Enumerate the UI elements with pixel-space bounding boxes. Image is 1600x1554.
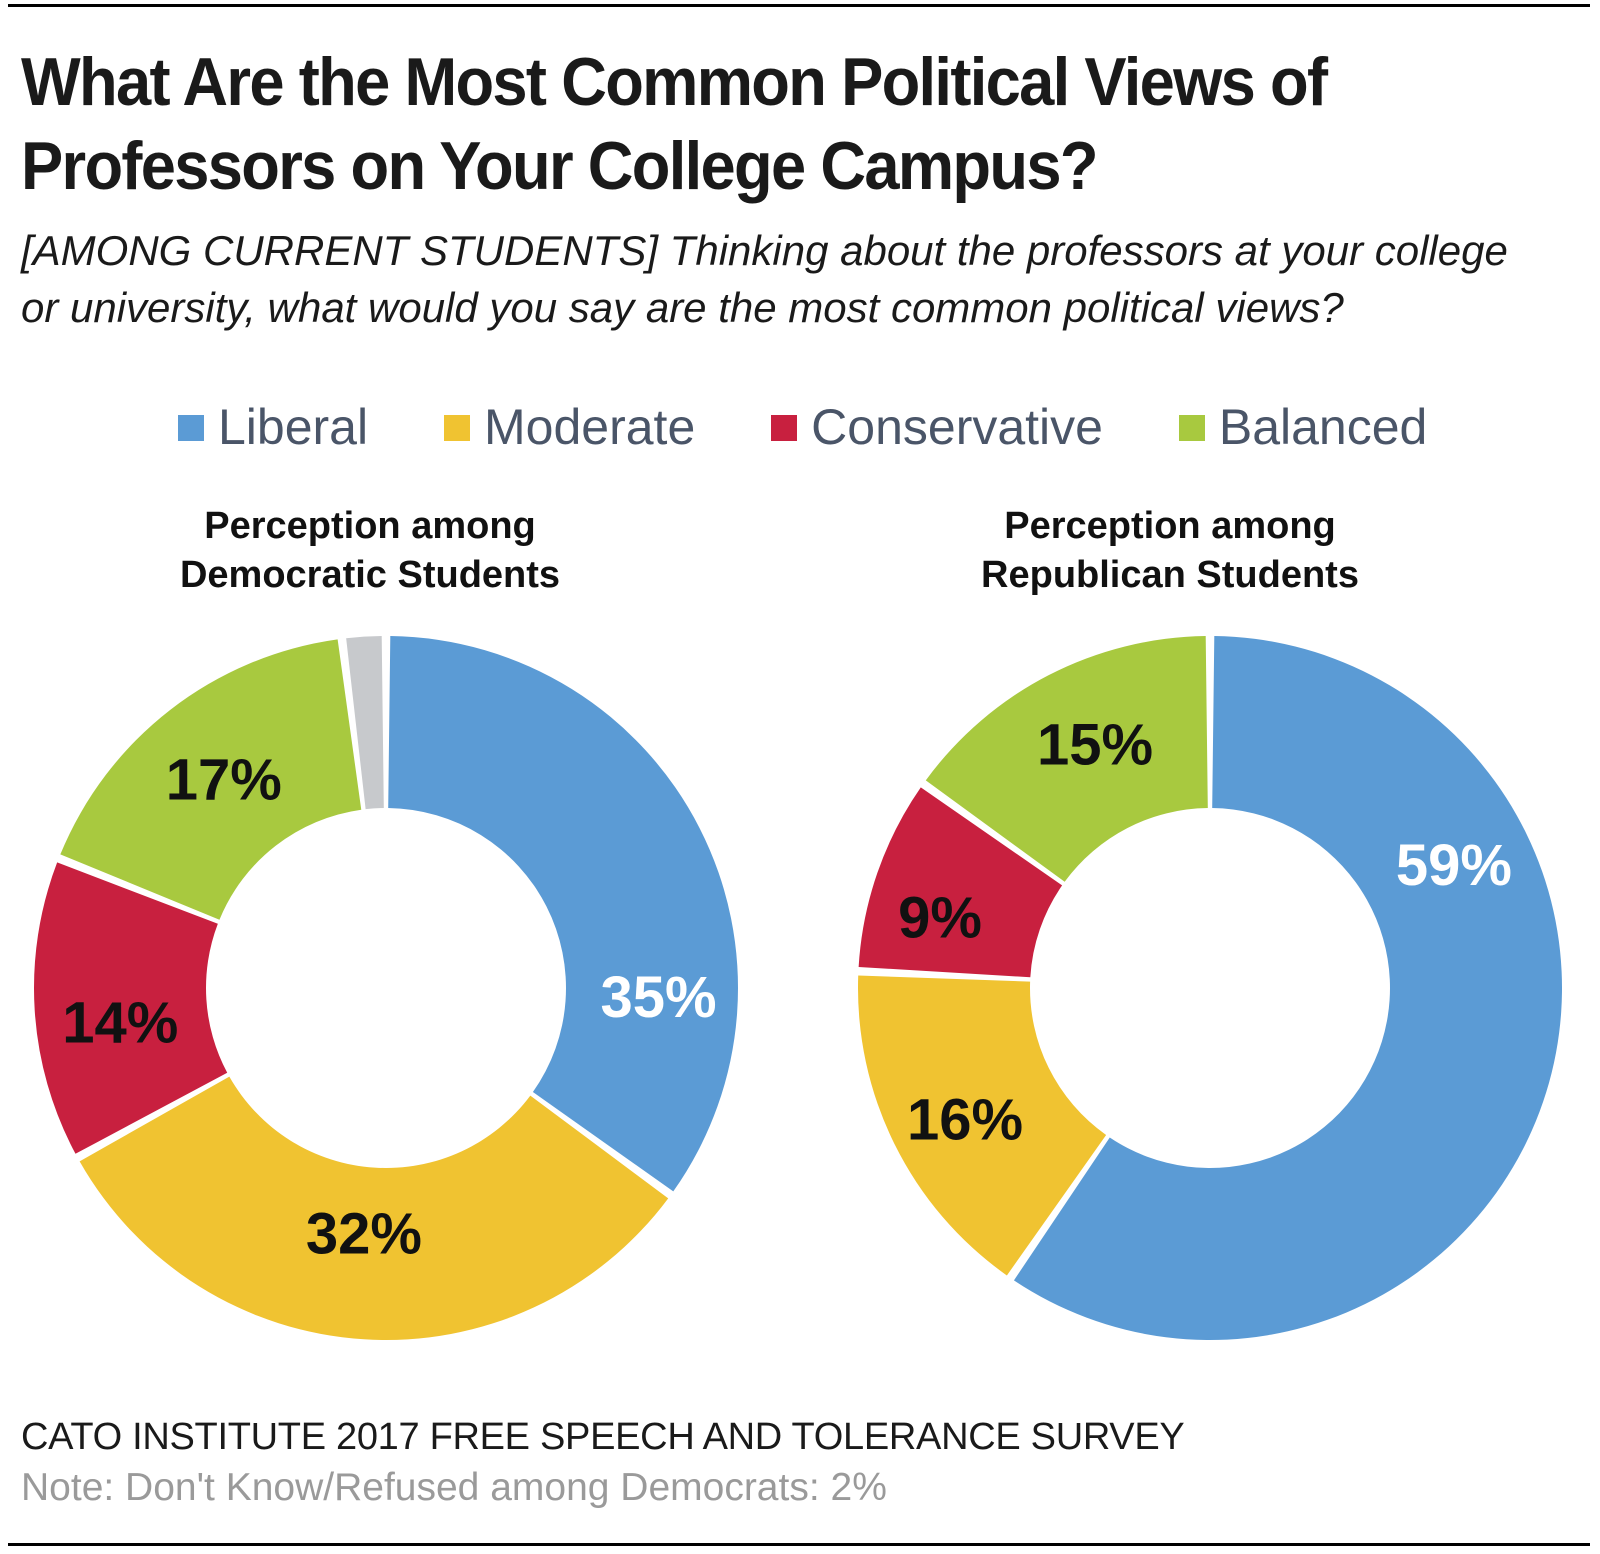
svg-text:14%: 14% bbox=[62, 991, 178, 1056]
svg-text:17%: 17% bbox=[166, 747, 282, 812]
svg-text:9%: 9% bbox=[898, 886, 982, 951]
svg-text:35%: 35% bbox=[600, 965, 716, 1030]
svg-text:32%: 32% bbox=[306, 1201, 422, 1266]
svg-text:59%: 59% bbox=[1396, 833, 1512, 898]
svg-text:16%: 16% bbox=[907, 1088, 1023, 1153]
svg-text:15%: 15% bbox=[1037, 713, 1153, 778]
